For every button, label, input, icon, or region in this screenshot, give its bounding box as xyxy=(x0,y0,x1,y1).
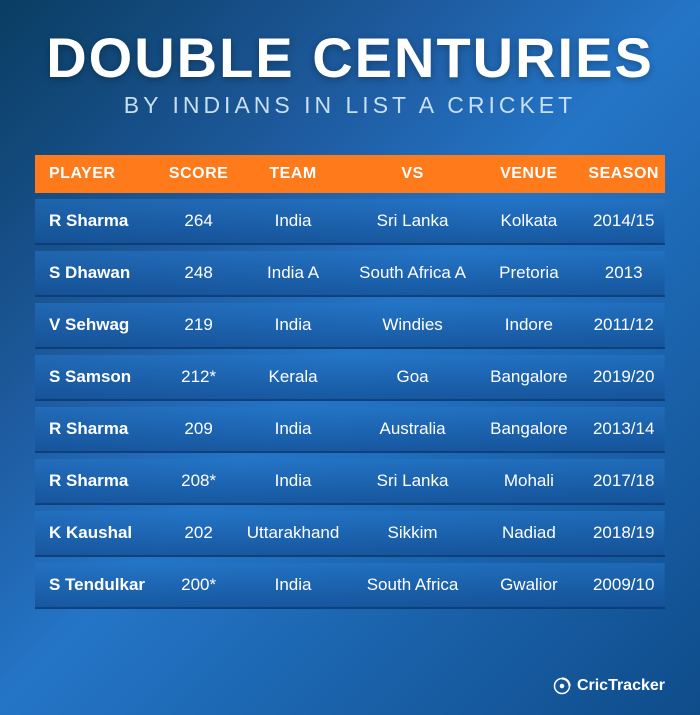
title-sub: BY INDIANS IN LIST A CRICKET xyxy=(35,92,665,119)
col-header: SEASON xyxy=(582,155,665,193)
table-row: S Dhawan248India ASouth Africa APretoria… xyxy=(35,251,665,297)
table-cell: 264 xyxy=(161,199,237,245)
table-row: R Sharma264IndiaSri LankaKolkata2014/15 xyxy=(35,199,665,245)
infographic-container: DOUBLE CENTURIES BY INDIANS IN LIST A CR… xyxy=(0,0,700,715)
table-cell: 200* xyxy=(161,563,237,609)
table-body: R Sharma264IndiaSri LankaKolkata2014/15S… xyxy=(35,199,665,609)
table-cell: South Africa xyxy=(350,563,476,609)
table-cell: R Sharma xyxy=(35,407,161,453)
table-cell: R Sharma xyxy=(35,459,161,505)
table-cell: Mohali xyxy=(475,459,582,505)
table-cell: 208* xyxy=(161,459,237,505)
table-cell: India A xyxy=(236,251,349,297)
col-header: SCORE xyxy=(161,155,237,193)
footer: CricTracker xyxy=(35,665,665,695)
table-cell: 2019/20 xyxy=(582,355,665,401)
table-cell: South Africa A xyxy=(350,251,476,297)
table-cell: 209 xyxy=(161,407,237,453)
table-cell: Australia xyxy=(350,407,476,453)
table-cell: 2009/10 xyxy=(582,563,665,609)
table-cell: 2011/12 xyxy=(582,303,665,349)
table-cell: Indore xyxy=(475,303,582,349)
table-cell: 248 xyxy=(161,251,237,297)
table-cell: 2017/18 xyxy=(582,459,665,505)
table-cell: Nadiad xyxy=(475,511,582,557)
table-cell: Uttarakhand xyxy=(236,511,349,557)
footer-brand: CricTracker xyxy=(577,677,665,695)
table-cell: India xyxy=(236,303,349,349)
table-cell: 202 xyxy=(161,511,237,557)
col-header: TEAM xyxy=(236,155,349,193)
table-cell: 2014/15 xyxy=(582,199,665,245)
col-header: PLAYER xyxy=(35,155,161,193)
table-cell: R Sharma xyxy=(35,199,161,245)
title-block: DOUBLE CENTURIES BY INDIANS IN LIST A CR… xyxy=(35,30,665,119)
col-header: VENUE xyxy=(475,155,582,193)
table-cell: S Tendulkar xyxy=(35,563,161,609)
table-cell: 219 xyxy=(161,303,237,349)
table-cell: K Kaushal xyxy=(35,511,161,557)
table-cell: India xyxy=(236,459,349,505)
table-cell: Kolkata xyxy=(475,199,582,245)
table-cell: Bangalore xyxy=(475,355,582,401)
table-cell: S Dhawan xyxy=(35,251,161,297)
table-cell: Sikkim xyxy=(350,511,476,557)
stats-table: PLAYERSCORETEAMVSVENUESEASON R Sharma264… xyxy=(35,149,665,615)
table-cell: Pretoria xyxy=(475,251,582,297)
table-cell: V Sehwag xyxy=(35,303,161,349)
table-cell: Bangalore xyxy=(475,407,582,453)
table-wrap: PLAYERSCORETEAMVSVENUESEASON R Sharma264… xyxy=(35,149,665,665)
col-header: VS xyxy=(350,155,476,193)
table-cell: 2013/14 xyxy=(582,407,665,453)
table-row: S Tendulkar200*IndiaSouth AfricaGwalior2… xyxy=(35,563,665,609)
table-cell: Gwalior xyxy=(475,563,582,609)
table-cell: India xyxy=(236,563,349,609)
brand-icon xyxy=(553,677,571,695)
table-row: V Sehwag219IndiaWindiesIndore2011/12 xyxy=(35,303,665,349)
table-row: S Samson212*KeralaGoaBangalore2019/20 xyxy=(35,355,665,401)
table-header: PLAYERSCORETEAMVSVENUESEASON xyxy=(35,155,665,193)
table-cell: Sri Lanka xyxy=(350,199,476,245)
title-main: DOUBLE CENTURIES xyxy=(35,30,665,86)
table-cell: Goa xyxy=(350,355,476,401)
table-cell: India xyxy=(236,407,349,453)
table-cell: 212* xyxy=(161,355,237,401)
table-cell: 2018/19 xyxy=(582,511,665,557)
table-row: R Sharma209IndiaAustraliaBangalore2013/1… xyxy=(35,407,665,453)
table-cell: Sri Lanka xyxy=(350,459,476,505)
table-row: R Sharma208*IndiaSri LankaMohali2017/18 xyxy=(35,459,665,505)
table-cell: S Samson xyxy=(35,355,161,401)
table-row: K Kaushal202UttarakhandSikkimNadiad2018/… xyxy=(35,511,665,557)
table-cell: India xyxy=(236,199,349,245)
table-cell: Windies xyxy=(350,303,476,349)
table-cell: 2013 xyxy=(582,251,665,297)
table-cell: Kerala xyxy=(236,355,349,401)
